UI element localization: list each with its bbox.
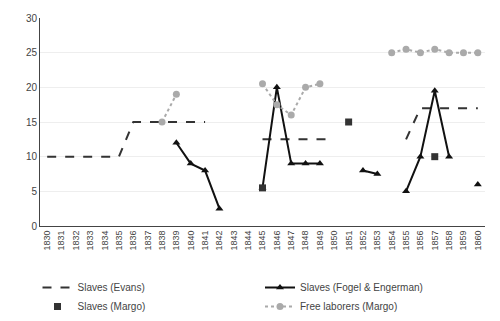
svg-text:1855: 1855: [401, 231, 411, 251]
svg-text:Slaves (Margo): Slaves (Margo): [78, 301, 146, 312]
svg-text:0: 0: [31, 221, 37, 232]
svg-text:1833: 1833: [85, 231, 95, 251]
svg-text:15: 15: [26, 117, 38, 128]
svg-text:1842: 1842: [214, 231, 224, 251]
svg-text:1844: 1844: [243, 231, 253, 251]
svg-text:10: 10: [26, 151, 38, 162]
svg-text:1851: 1851: [344, 231, 354, 251]
svg-text:1830: 1830: [42, 231, 52, 251]
svg-text:1841: 1841: [200, 231, 210, 251]
svg-text:1835: 1835: [114, 231, 124, 251]
svg-text:1859: 1859: [458, 231, 468, 251]
svg-text:1840: 1840: [186, 231, 196, 251]
svg-text:1846: 1846: [272, 231, 282, 251]
svg-text:1857: 1857: [430, 231, 440, 251]
svg-text:1848: 1848: [300, 231, 310, 251]
svg-text:Free laborers (Margo): Free laborers (Margo): [300, 301, 397, 312]
svg-text:1837: 1837: [143, 231, 153, 251]
svg-text:1843: 1843: [229, 231, 239, 251]
svg-text:1838: 1838: [157, 231, 167, 251]
svg-text:1839: 1839: [171, 231, 181, 251]
svg-text:1836: 1836: [128, 231, 138, 251]
svg-text:1832: 1832: [71, 231, 81, 251]
svg-text:5: 5: [31, 186, 37, 197]
svg-text:Slaves (Fogel & Engerman): Slaves (Fogel & Engerman): [300, 282, 423, 293]
svg-text:1858: 1858: [444, 231, 454, 251]
svg-text:1845: 1845: [257, 231, 267, 251]
svg-text:Slaves (Evans): Slaves (Evans): [78, 282, 145, 293]
svg-text:1853: 1853: [372, 231, 382, 251]
svg-text:25: 25: [26, 47, 38, 58]
svg-text:1849: 1849: [315, 231, 325, 251]
svg-text:1856: 1856: [415, 231, 425, 251]
svg-text:1854: 1854: [387, 231, 397, 251]
svg-text:30: 30: [26, 13, 38, 24]
svg-text:1860: 1860: [473, 231, 483, 251]
svg-text:1852: 1852: [358, 231, 368, 251]
svg-text:1847: 1847: [286, 231, 296, 251]
svg-text:1850: 1850: [329, 231, 339, 251]
svg-text:1834: 1834: [100, 231, 110, 251]
svg-text:1831: 1831: [56, 231, 66, 251]
svg-text:20: 20: [26, 82, 38, 93]
